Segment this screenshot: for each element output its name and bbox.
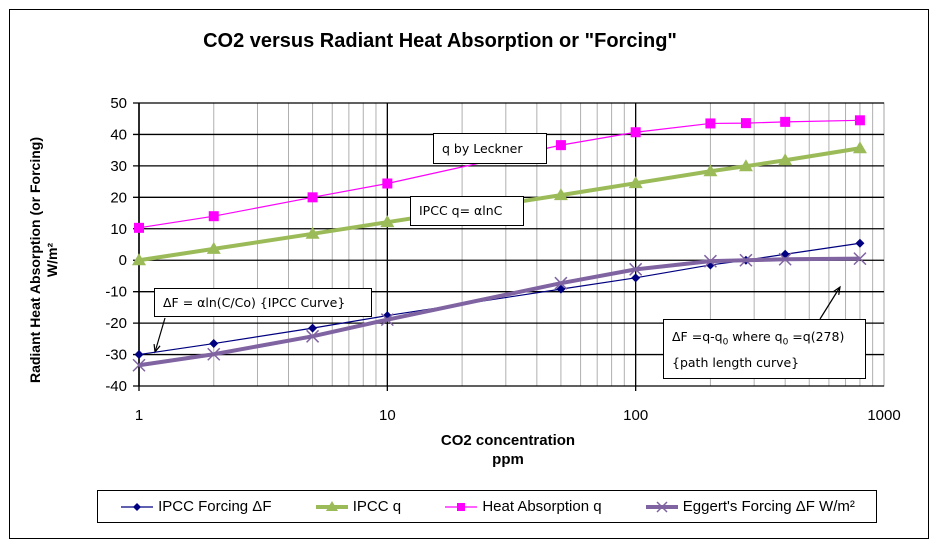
y-tick-label: -30 <box>105 347 127 364</box>
data-point-triangle <box>206 241 221 254</box>
x-axis-label: CO2 concentration ppm <box>408 431 608 469</box>
data-point-diamond <box>209 339 219 349</box>
annotation-path-length-curve: ΔF =q-q0 where q0 =q(278) {path length c… <box>663 319 866 379</box>
y-tick-label: -20 <box>105 315 127 332</box>
data-point-diamond <box>855 238 865 248</box>
data-point-x <box>554 276 568 290</box>
y-tick-label: 50 <box>110 95 127 112</box>
series-eggert-s-forcing-f-w-m- <box>132 252 867 372</box>
data-point-diamond <box>556 284 566 294</box>
chart-frame <box>9 9 929 539</box>
y-tick-label: 10 <box>110 221 127 238</box>
y-tick-label: 0 <box>119 252 127 269</box>
series-heat-absorption-q <box>134 115 865 233</box>
series-group <box>132 115 867 372</box>
data-point-square <box>307 192 318 203</box>
legend-swatch <box>445 502 478 511</box>
annotation-arrows <box>153 285 841 354</box>
data-point-square <box>780 116 791 127</box>
series-line <box>138 119 860 229</box>
x-tick-label: 10 <box>379 407 396 424</box>
series-line <box>138 242 861 356</box>
data-point-triangle <box>628 176 643 189</box>
data-point-square <box>134 222 144 233</box>
annotation-ipcc-q: IPCC q= αlnC <box>410 196 524 226</box>
x-tick-label: 1000 <box>867 407 900 424</box>
legend-label: IPCC q <box>352 498 402 515</box>
data-point-triangle <box>703 164 718 177</box>
legend-marker-diamond <box>133 502 142 511</box>
x-axis-label-text: CO2 concentration <box>440 432 576 449</box>
chart-title: CO2 versus Radiant Heat Absorption or "F… <box>203 30 677 52</box>
annotation-path-line2: {path length curve} <box>672 354 800 370</box>
data-point-x <box>739 253 753 267</box>
legend-label: Heat Absorption q <box>482 498 602 515</box>
data-point-triangle <box>778 153 793 166</box>
data-point-triangle <box>553 188 568 201</box>
legend-marker-x <box>656 500 668 513</box>
legend-swatch <box>645 500 678 513</box>
legend-item: IPCC Forcing ΔF <box>119 498 271 515</box>
arrow-path-length-curve <box>819 286 841 320</box>
tick-labels: -40 -30 -20 -10 0 10 20 30 40 50 1 10 100 1000 <box>105 95 900 424</box>
series-line <box>138 256 860 368</box>
data-point-square <box>854 115 865 126</box>
legend-swatch <box>121 502 154 511</box>
y-tick-label: 30 <box>110 158 127 175</box>
series-line <box>138 146 861 263</box>
data-point-x <box>207 347 221 361</box>
series-ipcc-q <box>132 141 867 266</box>
data-point-x <box>778 252 792 266</box>
legend-marker-triangle <box>325 500 338 511</box>
annotation-path-line1: ΔF =q-q0 where q0 =q(278) <box>672 329 845 348</box>
legend: IPCC Forcing ΔF IPCC q Heat Absorption q Eg… <box>97 490 877 523</box>
data-point-triangle <box>738 159 753 172</box>
data-point-diamond <box>308 323 318 333</box>
data-point-x <box>853 252 867 266</box>
legend-label: IPCC Forcing ΔF <box>158 498 272 515</box>
arrow-path-length-curve-head <box>833 285 841 295</box>
x-tick-label: 100 <box>623 407 648 424</box>
y-tick-label: 20 <box>110 189 127 206</box>
data-point-square <box>555 140 566 151</box>
x-axis-label-units: ppm <box>492 451 524 468</box>
data-point-x <box>306 329 320 343</box>
data-point-square <box>740 118 751 129</box>
data-point-triangle <box>380 215 395 228</box>
legend-item: IPCC q <box>314 498 401 515</box>
arrow-ipcc-curve <box>154 317 166 353</box>
annotation-ipcc-curve: ΔF = αln(C/Co) {IPCC Curve} <box>154 288 372 317</box>
legend-marker-square <box>457 502 466 511</box>
data-point-x <box>703 254 717 268</box>
data-point-square <box>382 178 393 189</box>
data-point-triangle <box>305 226 320 239</box>
y-tick-label: -40 <box>105 378 127 395</box>
y-tick-label: -10 <box>105 284 127 301</box>
legend-label: Eggert's Forcing ΔF W/m² <box>682 498 855 515</box>
data-point-square <box>208 211 219 222</box>
data-point-triangle <box>852 141 867 154</box>
data-point-x <box>629 262 643 276</box>
annotation-q-by-leckner: q by Leckner <box>433 133 547 164</box>
x-tick-label: 1 <box>135 407 143 424</box>
data-point-square <box>705 118 716 129</box>
data-point-diamond <box>134 350 144 360</box>
legend-swatch <box>315 500 348 511</box>
legend-item: Heat Absorption q <box>443 498 602 515</box>
data-point-x <box>132 358 146 372</box>
data-point-triangle <box>132 253 146 266</box>
data-point-square <box>630 127 641 138</box>
y-tick-label: 40 <box>110 126 127 143</box>
legend-item: Eggert's Forcing ΔF W/m² <box>644 498 855 515</box>
data-point-x <box>380 313 394 327</box>
data-point-diamond <box>631 273 641 283</box>
